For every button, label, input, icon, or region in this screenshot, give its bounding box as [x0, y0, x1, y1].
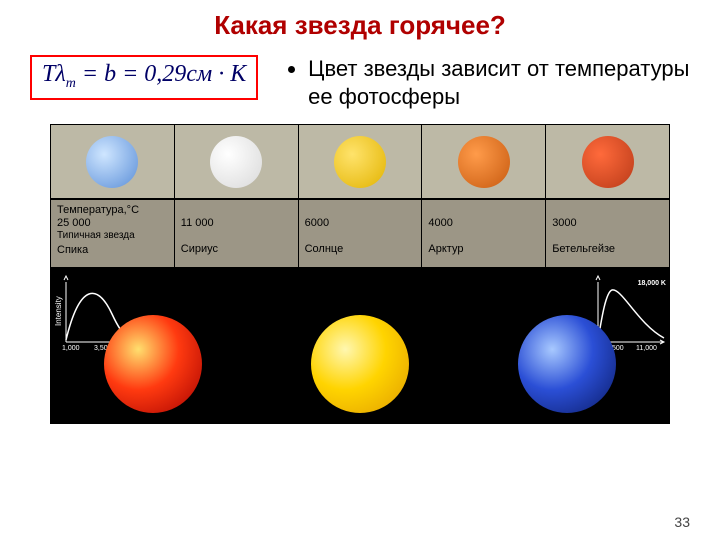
- swatch-cell-1: [175, 125, 299, 199]
- temp-val-0: 25 000: [57, 217, 168, 230]
- temp-val-2: 6000: [305, 217, 416, 230]
- swatch-sphere-4: [582, 136, 634, 188]
- slide-title: Какая звезда горячее?: [0, 0, 720, 41]
- swatch-cell-0: [51, 125, 175, 199]
- swatch-cell-3: [422, 125, 546, 199]
- info-cell-4: 3000 Бетельгейзе: [546, 200, 670, 268]
- left-tick-0: 1,000: [62, 345, 80, 352]
- info-cell-0: Температура,°С25 000Типичная звезда Спика: [51, 200, 175, 268]
- formula-wrap: Tλm = b = 0,29см · К: [30, 55, 258, 100]
- left-chart-ylabel: Intensity: [54, 296, 63, 326]
- red-star: [104, 315, 202, 413]
- top-row: Tλm = b = 0,29см · К Цвет звезды зависит…: [0, 41, 720, 110]
- blue-star: [518, 315, 616, 413]
- swatch-row: [50, 124, 670, 199]
- swatch-sphere-3: [458, 136, 510, 188]
- temp-val-1: 11 000: [181, 217, 292, 230]
- temp-header: Температура,°С: [57, 204, 168, 217]
- right-chart-peak: 18,000 K: [638, 280, 666, 287]
- swatch-sphere-1: [210, 136, 262, 188]
- wien-law-formula: Tλm = b = 0,29см · К: [30, 55, 258, 100]
- swatch-sphere-0: [86, 136, 138, 188]
- right-tick-1: 11,000: [636, 345, 657, 352]
- bullet-text: Цвет звезды зависит от температуры ее фо…: [308, 55, 690, 110]
- typical-label: Типичная звезда: [57, 230, 168, 242]
- star-name-1: Сириус: [181, 243, 292, 256]
- star-name-2: Солнце: [305, 243, 416, 256]
- temp-val-3: 4000: [428, 217, 539, 230]
- info-cell-1: 11 000 Сириус: [175, 200, 299, 268]
- bullet-area: Цвет звезды зависит от температуры ее фо…: [286, 55, 690, 110]
- star-name-0: Спика: [57, 244, 168, 257]
- figure: Температура,°С25 000Типичная звезда Спика…: [50, 124, 670, 424]
- swatch-cell-2: [299, 125, 423, 199]
- star-name-4: Бетельгейзе: [552, 243, 663, 256]
- swatch-sphere-2: [334, 136, 386, 188]
- swatch-cell-4: [546, 125, 670, 199]
- temp-val-4: 3000: [552, 217, 663, 230]
- black-strip: Intensity 1,000 3,500 18,000 K 500 11,00…: [50, 268, 670, 424]
- star-name-3: Арктур: [428, 243, 539, 256]
- info-row: Температура,°С25 000Типичная звезда Спика…: [50, 199, 670, 268]
- info-cell-3: 4000 Арктур: [422, 200, 546, 268]
- info-cell-2: 6000 Солнце: [299, 200, 423, 268]
- page-number: 33: [674, 514, 690, 530]
- yellow-star: [311, 315, 409, 413]
